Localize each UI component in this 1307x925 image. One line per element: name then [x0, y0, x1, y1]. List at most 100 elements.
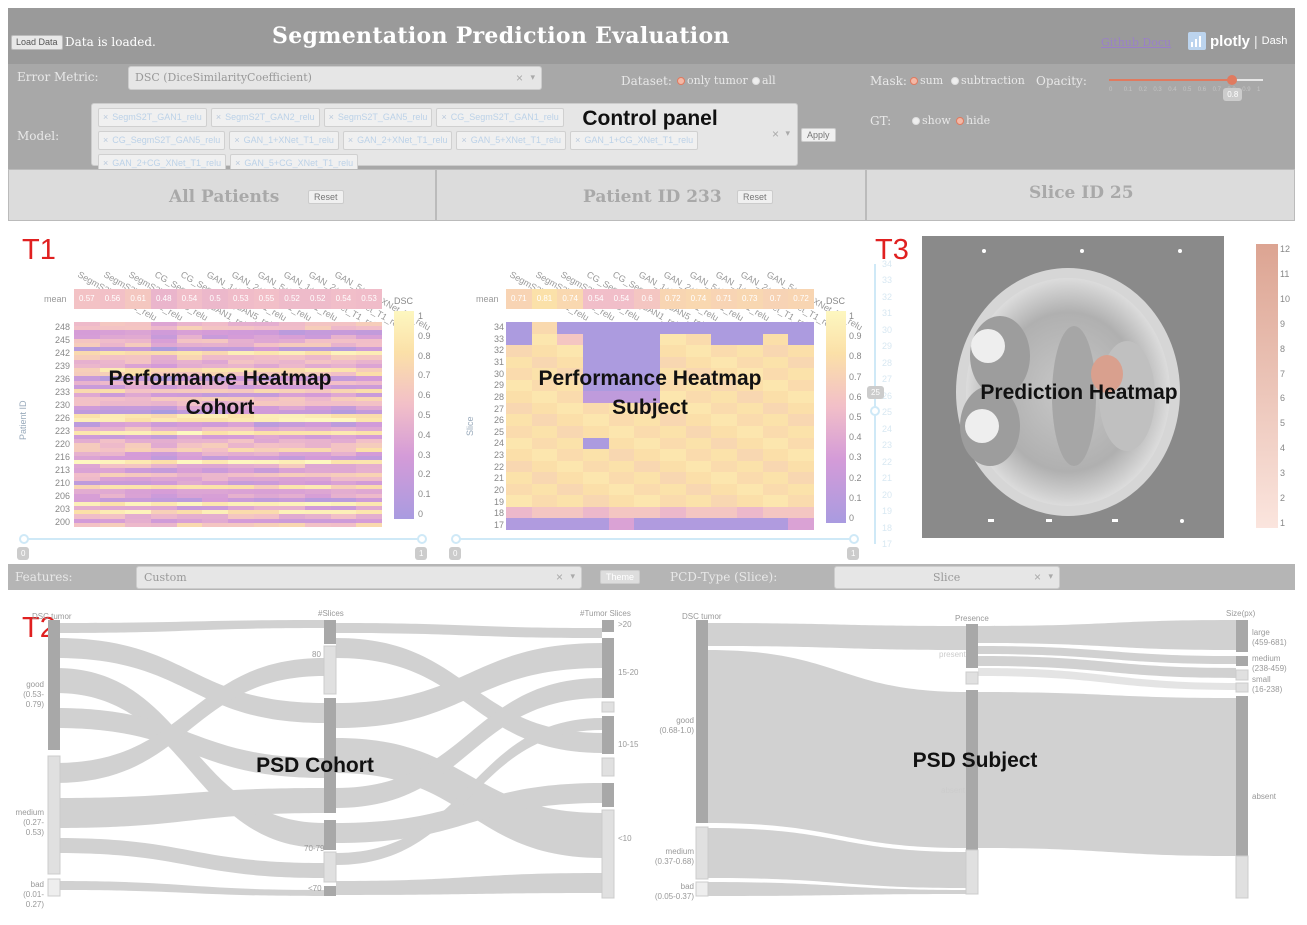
remove-tag-icon[interactable]: × [103, 135, 109, 145]
tick-label: 17 [882, 539, 893, 549]
heatmap-cell [304, 514, 331, 519]
heatmap-cell [253, 418, 280, 423]
psd-subject-chart[interactable]: DSC tumor Presence Size(px) good (0.68-1.… [650, 598, 1300, 918]
gt-option-show[interactable]: show [912, 114, 951, 127]
remove-tag-icon[interactable]: × [441, 112, 447, 122]
reset-cohort-button[interactable]: Reset [308, 190, 344, 204]
heatmap-cell [99, 330, 126, 335]
remove-tag-icon[interactable]: × [235, 158, 241, 168]
mask-option-subtraction[interactable]: subtraction [951, 74, 1025, 87]
model-tag[interactable]: × SegmS2T_GAN1_relu [98, 108, 207, 127]
apply-button[interactable]: Apply [801, 128, 836, 142]
psd-subject-overlay-label: PSD Subject [912, 749, 1038, 772]
remove-tag-icon[interactable]: × [103, 112, 109, 122]
heatmap-cell [330, 434, 357, 440]
tick-label: 0 [849, 513, 855, 523]
heatmap-cell [74, 388, 100, 394]
opacity-track-fill [1109, 79, 1233, 81]
features-dropdown[interactable]: Custom × ▾ [136, 566, 582, 589]
remove-tag-icon[interactable]: × [103, 158, 109, 168]
model-multiselect[interactable]: × SegmS2T_GAN1_relu × SegmS2T_GAN2_relu × Seg… [91, 103, 798, 173]
clear-icon[interactable]: × [771, 127, 779, 141]
heatmap-cell [74, 384, 100, 389]
heatmap-cell [253, 493, 280, 498]
heatmap-cell [202, 430, 228, 435]
clear-icon[interactable]: × [555, 570, 563, 584]
heatmap-cell [330, 380, 357, 385]
gt-option-hide[interactable]: hide [956, 114, 990, 127]
model-tag[interactable]: × SegmS2T_GAN2_relu [210, 108, 320, 127]
mask-option-sum[interactable]: sum [910, 74, 943, 87]
slice-slider-handle[interactable] [870, 406, 880, 416]
pcd-type-dropdown[interactable]: Slice × ▾ [834, 566, 1060, 589]
heatmap-cell [356, 497, 382, 502]
remove-tag-icon[interactable]: × [328, 112, 334, 122]
heatmap-cell [788, 495, 814, 507]
dataset-option-all[interactable]: all [752, 74, 776, 87]
model-tag[interactable]: × GAN_1+XNet_T1_relu [229, 131, 339, 150]
heatmap-cell [202, 363, 228, 369]
heatmap-cell [74, 522, 100, 527]
subject-slider-max-handle[interactable] [849, 534, 859, 544]
chevron-down-icon[interactable]: ▾ [1048, 571, 1053, 581]
cohort-range-slider[interactable] [24, 538, 422, 540]
cohort-heatmap[interactable] [74, 322, 382, 527]
remove-tag-icon[interactable]: × [575, 135, 581, 145]
heatmap-cell [356, 439, 382, 444]
heatmap-cell [227, 506, 254, 511]
heatmap-cell [125, 405, 151, 410]
remove-tag-icon[interactable]: × [347, 135, 354, 145]
chevron-down-icon[interactable]: ▾ [570, 571, 575, 581]
subject-heatmap[interactable] [506, 322, 814, 530]
clear-icon[interactable]: × [515, 71, 523, 85]
heatmap-cell [99, 468, 126, 473]
reset-patient-button[interactable]: Reset [737, 190, 773, 204]
heatmap-cell [304, 418, 331, 423]
heatmap-cell [202, 351, 228, 356]
model-tag[interactable]: × GAN_5+XNet_T1_relu [456, 131, 567, 150]
heatmap-cell [304, 430, 331, 435]
prediction-heatmap[interactable] [922, 236, 1224, 538]
chevron-down-icon[interactable]: ▾ [785, 128, 790, 138]
heatmap-cell [125, 434, 151, 440]
heatmap-cell [279, 368, 305, 373]
heatmap-cell [202, 451, 228, 456]
opacity-slider[interactable] [1109, 75, 1263, 86]
error-metric-dropdown[interactable]: DSC (DiceSimilarityCoefficient) × ▾ [128, 66, 542, 90]
load-data-button[interactable]: Load Data [11, 35, 63, 50]
dataset-option-only-tumor[interactable]: only tumor [677, 74, 748, 87]
heatmap-cell [176, 422, 203, 427]
model-tag[interactable]: × CG_SegmS2T_GAN5_relu [98, 131, 226, 150]
github-docu-link[interactable]: Github Docu [1101, 36, 1172, 49]
subject-slider-min-handle[interactable] [451, 534, 461, 544]
heatmap-cell [202, 472, 228, 477]
cohort-slider-min-handle[interactable] [19, 534, 29, 544]
heatmap-cell [356, 409, 382, 415]
heatmap-cell [762, 449, 789, 461]
heatmap-cell [176, 347, 203, 352]
mean-cell: 0.57 [74, 289, 100, 309]
heatmap-cell [582, 506, 609, 519]
model-tag[interactable]: × GAN_1+CG_XNet_T1_relu [570, 131, 699, 150]
tick-label: 206 [54, 491, 70, 501]
remove-tag-icon[interactable]: × [461, 135, 467, 145]
slice-slider[interactable] [874, 264, 876, 544]
heatmap-cell [531, 345, 558, 357]
chevron-down-icon[interactable]: ▾ [530, 72, 535, 82]
psd-cohort-chart[interactable]: DSC tumor #Slices #Tumor Slices good (0.5… [10, 598, 640, 918]
heatmap-cell [788, 368, 814, 380]
tick-label: 0 [418, 509, 424, 519]
remove-tag-icon[interactable]: × [215, 112, 222, 122]
remove-tag-icon[interactable]: × [234, 135, 240, 145]
theme-button[interactable]: Theme [600, 570, 641, 584]
clear-icon[interactable]: × [1033, 570, 1041, 584]
model-tag[interactable]: × GAN_2+XNet_T1_relu [342, 131, 453, 150]
model-tag[interactable]: × SegmS2T_GAN5_relu [323, 108, 433, 127]
model-tag[interactable]: × CG_SegmS2T_GAN1_relu [436, 108, 564, 127]
heatmap-cell [762, 368, 789, 380]
cohort-slider-max-handle[interactable] [417, 534, 427, 544]
subject-range-slider[interactable] [456, 538, 854, 540]
heatmap-cell [330, 322, 357, 327]
opacity-slider-handle[interactable] [1227, 75, 1238, 85]
tick-label: 210 [54, 478, 70, 488]
